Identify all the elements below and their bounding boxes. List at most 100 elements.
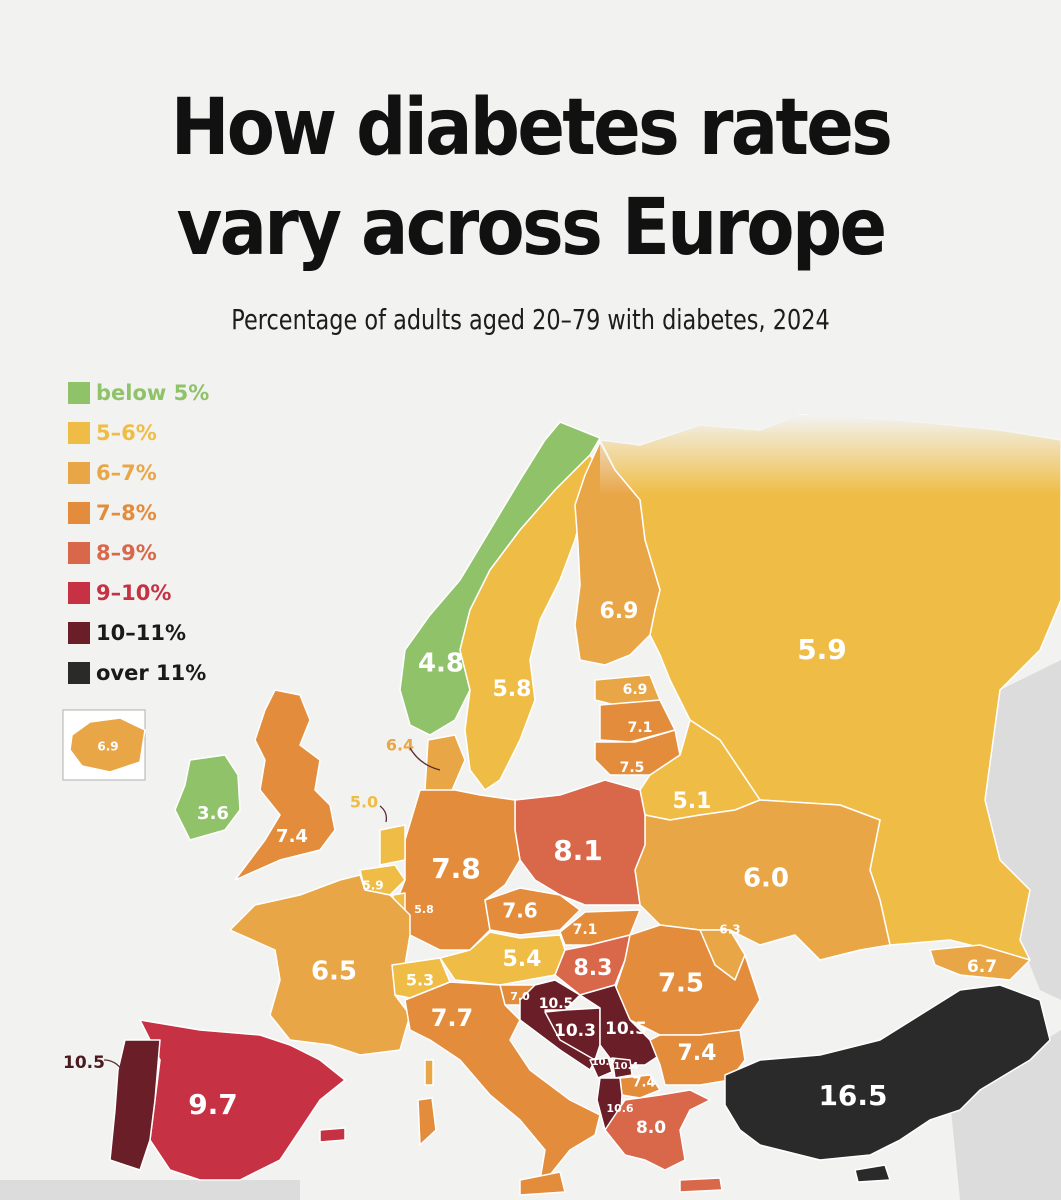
value-label-netherlands: 5.0 [350, 793, 378, 812]
value-label-russia: 5.9 [797, 633, 847, 666]
title-line-2: vary across Europe [176, 183, 888, 273]
region-netherlands [379, 824, 406, 866]
legend-swatch [68, 542, 90, 564]
value-label-ireland: 3.6 [197, 803, 229, 824]
value-label-ukraine: 6.0 [743, 864, 789, 894]
value-label-kosovo: 10.4 [614, 1061, 639, 1072]
value-label-north-macedonia: 7.4 [632, 1076, 655, 1091]
region-czechia [484, 887, 581, 936]
value-label-turkey: 16.5 [818, 1079, 887, 1112]
legend-swatch [68, 662, 90, 684]
region-spain [139, 1019, 346, 1181]
value-label-iceland: 6.9 [97, 740, 118, 754]
region-austria [439, 931, 566, 986]
region-finland [574, 441, 661, 666]
value-label-lithuania: 7.5 [620, 760, 645, 776]
leader-line [379, 805, 388, 823]
legend-item: 5–6% [68, 413, 209, 453]
island-italy [417, 1097, 437, 1146]
value-label-latvia: 7.1 [628, 720, 653, 736]
region-turkey [724, 984, 1051, 1161]
region-ukraine [634, 799, 891, 961]
legend-item: 8–9% [68, 533, 209, 573]
value-label-switzerland: 5.3 [406, 971, 434, 990]
legend-item: over 11% [68, 653, 209, 693]
legend-swatch [68, 622, 90, 644]
region-portugal [109, 1039, 161, 1171]
value-label-albania: 10.6 [606, 1102, 633, 1115]
value-label-poland: 8.1 [553, 834, 603, 867]
legend-label: 9–10% [96, 581, 172, 605]
title-line-1: How diabetes rates [170, 83, 893, 173]
value-label-luxembourg: 5.8 [414, 903, 434, 916]
value-label-norway: 4.8 [418, 649, 464, 679]
region-united-kingdom [234, 689, 336, 881]
region-italy [404, 981, 601, 1181]
legend-item: 9–10% [68, 573, 209, 613]
region-georgia [929, 944, 1031, 981]
value-label-belgium: 5.9 [362, 879, 383, 893]
value-label-serbia: 10.5 [605, 1019, 647, 1039]
value-label-finland: 6.9 [600, 599, 639, 624]
value-label-hungary: 8.3 [574, 956, 613, 981]
legend-swatch [68, 422, 90, 444]
legend-item: 6–7% [68, 453, 209, 493]
legend-label: 7–8% [96, 501, 157, 525]
region-poland [514, 779, 646, 906]
value-label-austria: 5.4 [503, 947, 542, 972]
island-greece [679, 1177, 723, 1193]
value-label-georgia: 6.7 [967, 957, 997, 977]
value-label-belarus: 5.1 [673, 789, 712, 814]
map-title: How diabetes rates vary across Europe [53, 78, 1008, 278]
value-label-bosnia-and-herzegovina: 10.3 [554, 1021, 596, 1041]
region-sweden [459, 454, 601, 791]
value-label-greece: 8.0 [636, 1118, 666, 1138]
russia-edge-fade [600, 415, 1061, 495]
legend-label: 5–6% [96, 421, 157, 445]
leader-line [409, 747, 441, 771]
value-label-spain: 9.7 [188, 1088, 238, 1121]
region-iceland [69, 717, 146, 773]
value-label-united-kingdom: 7.4 [276, 826, 308, 847]
region-kosovo [611, 1057, 633, 1079]
legend-swatch [68, 382, 90, 404]
region-denmark [424, 734, 466, 796]
value-label-croatia: 10.5 [539, 996, 574, 1012]
legend-label: below 5% [96, 381, 210, 405]
value-label-portugal: 10.5 [63, 1053, 105, 1073]
map-subtitle: Percentage of adults aged 20–79 with dia… [231, 303, 830, 336]
value-label-slovenia: 7.0 [510, 990, 530, 1003]
island-italy [519, 1171, 566, 1196]
value-label-france: 6.5 [311, 957, 357, 987]
legend-item: 7–8% [68, 493, 209, 533]
legend-item: 10–11% [68, 613, 209, 653]
background-land [950, 1030, 1061, 1200]
legend-label: 6–7% [96, 461, 157, 485]
background-land [985, 660, 1061, 1000]
value-label-montenegro: 10.7 [592, 1057, 617, 1068]
value-label-romania: 7.5 [658, 969, 704, 999]
leader-line [103, 1059, 123, 1071]
background-land [0, 1180, 300, 1200]
island-turkey [854, 1164, 891, 1183]
value-label-moldova: 6.3 [719, 923, 740, 937]
legend-swatch [68, 582, 90, 604]
value-label-sweden: 5.8 [493, 677, 532, 702]
value-label-czechia: 7.6 [502, 899, 537, 923]
region-france [229, 874, 411, 1056]
legend-label: 10–11% [96, 621, 186, 645]
island-france [424, 1059, 434, 1086]
value-label-germany: 7.8 [431, 852, 481, 885]
value-label-bulgaria: 7.4 [678, 1041, 717, 1066]
region-serbia [579, 984, 661, 1066]
value-label-denmark: 6.4 [386, 736, 414, 755]
value-label-slovakia: 7.1 [573, 922, 598, 938]
region-ireland [174, 754, 241, 841]
region-greece [604, 1089, 711, 1171]
legend-swatch [68, 462, 90, 484]
legend-label: over 11% [96, 661, 207, 685]
legend-swatch [68, 502, 90, 524]
region-montenegro [589, 1057, 613, 1079]
island-spain [319, 1127, 346, 1143]
